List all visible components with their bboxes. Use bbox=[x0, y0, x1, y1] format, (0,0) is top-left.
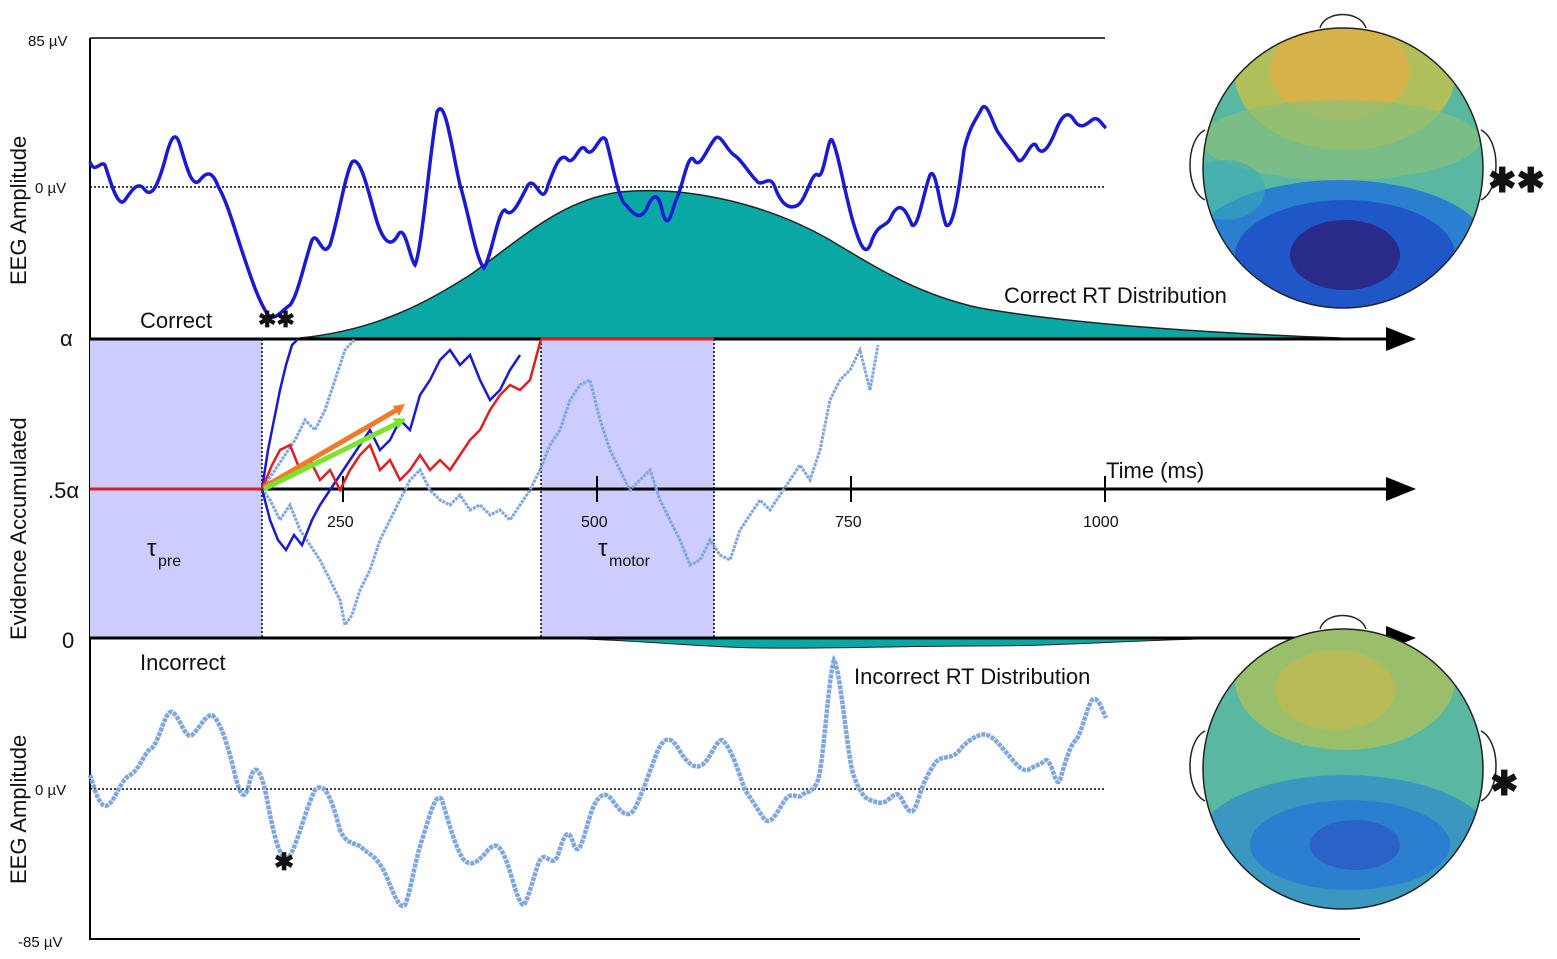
label-incorrect-rt: Incorrect RT Distribution bbox=[854, 664, 1090, 689]
topomap-ear-left-top bbox=[1189, 129, 1206, 201]
tick-label-250: 250 bbox=[327, 514, 354, 531]
drift-arrow-orange bbox=[262, 405, 402, 490]
accum-path-blue-2 bbox=[260, 338, 299, 490]
label-correct: Correct bbox=[140, 308, 212, 333]
topomap-ear-left-bottom bbox=[1189, 730, 1206, 802]
accum-path-light-2 bbox=[260, 337, 357, 490]
label-bottom-zero: 0 µV bbox=[35, 782, 66, 799]
drift-arrow-green-head bbox=[393, 418, 406, 429]
incorrect-rt-distribution bbox=[579, 638, 1201, 649]
topomap-incorrect bbox=[1189, 614, 1497, 910]
ylabel-eeg-top: EEG Amplitude bbox=[6, 136, 31, 285]
topomap-outline-top bbox=[1202, 27, 1484, 309]
marker-bottom-star: ✱ bbox=[274, 849, 294, 876]
label-top-zero: 0 µV bbox=[35, 180, 66, 197]
tick-label-500: 500 bbox=[581, 514, 608, 531]
topomap-nose-top bbox=[1319, 13, 1367, 29]
eeg-trace-correct bbox=[88, 104, 1108, 319]
label-zero-boundary: 0 bbox=[62, 628, 74, 653]
topomap-ear-right-bottom bbox=[1480, 730, 1497, 802]
ylabel-eeg-bottom: EEG Amplitude bbox=[6, 735, 31, 884]
topomap-bottom-marker: ✱ bbox=[1490, 765, 1519, 803]
ylabel-evidence: Evidence Accumulated bbox=[6, 417, 31, 640]
drift-arrow-green bbox=[262, 419, 402, 492]
topomap-top-marker: ✱✱ bbox=[1488, 162, 1545, 200]
label-correct-rt: Correct RT Distribution bbox=[1004, 283, 1227, 308]
topomap-nose-bottom bbox=[1319, 614, 1367, 630]
accum-path-light bbox=[260, 344, 880, 629]
topomap-correct bbox=[1189, 13, 1497, 309]
accum-path-blue bbox=[260, 348, 522, 553]
tick-label-750: 750 bbox=[835, 514, 862, 531]
label-time-axis: Time (ms) bbox=[1106, 458, 1204, 483]
correct-rt-distribution bbox=[299, 189, 1341, 339]
tick-label-1000: 1000 bbox=[1083, 514, 1119, 531]
topomap-ear-right-top bbox=[1480, 129, 1497, 201]
marker-top-star: ✱✱ bbox=[258, 307, 295, 332]
label-minus85uv: -85 µV bbox=[18, 934, 63, 951]
tau-pre-symbol: τ bbox=[147, 535, 157, 562]
tau-motor-subscript: motor bbox=[609, 553, 651, 570]
label-85uv: 85 µV bbox=[28, 33, 68, 50]
topomap-outline-bottom bbox=[1202, 628, 1484, 910]
eeg-trace-incorrect bbox=[87, 654, 1109, 909]
label-alpha: α bbox=[60, 326, 73, 351]
drift-arrow-orange-head bbox=[393, 404, 405, 416]
tau-motor-symbol: τ bbox=[598, 535, 608, 562]
tau-pre-subscript: pre bbox=[158, 553, 181, 570]
label-half-alpha: .5α bbox=[48, 478, 79, 503]
label-incorrect: Incorrect bbox=[140, 650, 226, 675]
